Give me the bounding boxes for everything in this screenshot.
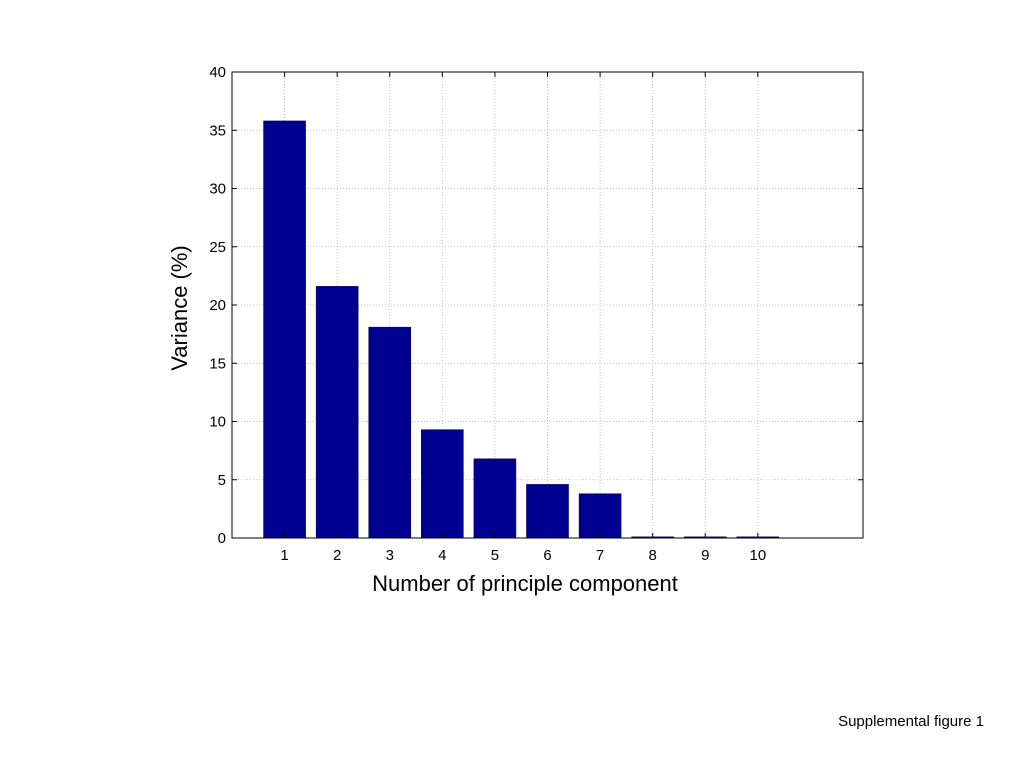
x-axis-title: Number of principle component [372, 571, 678, 596]
bars [263, 120, 780, 539]
bar [473, 458, 517, 539]
axis-ticks [232, 71, 863, 539]
y-tick-label: 5 [218, 472, 226, 489]
figure-caption: Supplemental figure 1 [838, 713, 984, 730]
x-tick-label: 10 [749, 547, 766, 564]
x-tick-label: 7 [596, 547, 604, 564]
bar [526, 484, 569, 539]
y-tick-label: 15 [209, 355, 226, 372]
x-tick-label: 1 [280, 547, 288, 564]
y-tick-label: 25 [209, 239, 226, 256]
x-tick-label: 8 [648, 547, 656, 564]
y-tick-label: 10 [209, 414, 226, 431]
x-tick-labels: 1 2 3 4 5 6 7 8 9 10 [280, 547, 766, 564]
bar [368, 326, 412, 539]
y-axis-title: Variance (%) [167, 245, 192, 371]
x-tick-label: 4 [438, 547, 446, 564]
x-tick-label: 3 [386, 547, 394, 564]
x-tick-label: 2 [333, 547, 341, 564]
x-tick-label: 5 [491, 547, 499, 564]
y-tick-labels: 0 5 10 15 20 25 30 35 40 [209, 64, 226, 547]
y-tick-label: 0 [218, 530, 226, 547]
x-tick-label: 6 [543, 547, 551, 564]
bar [578, 493, 622, 539]
bar [315, 286, 359, 539]
bar [263, 120, 306, 539]
y-tick-label: 30 [209, 181, 226, 198]
y-tick-label: 20 [209, 297, 226, 314]
y-tick-label: 35 [209, 122, 226, 139]
bar [421, 429, 464, 539]
x-tick-label: 9 [701, 547, 709, 564]
y-tick-label: 40 [209, 64, 226, 81]
